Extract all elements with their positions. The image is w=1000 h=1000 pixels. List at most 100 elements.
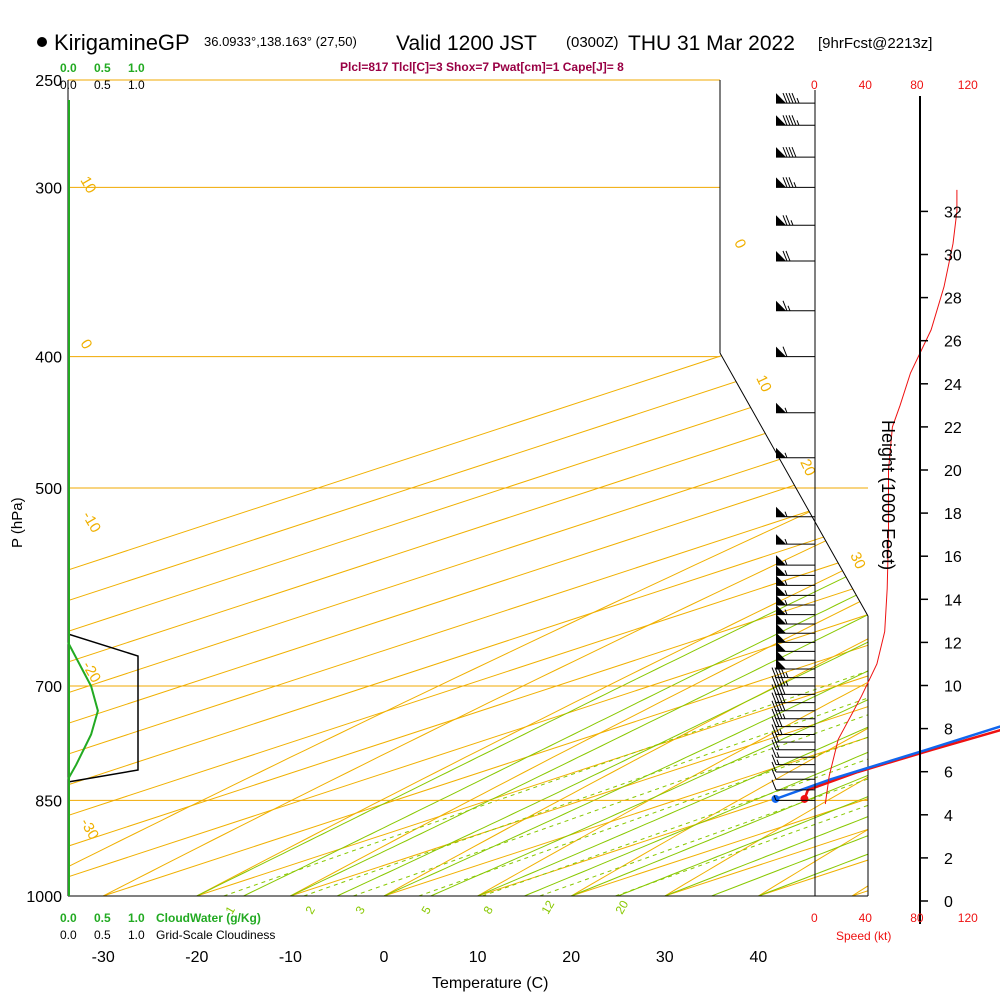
dry-adiabat-line (664, 80, 868, 896)
wind-barb (776, 506, 815, 518)
isotherm-line (68, 80, 868, 896)
wind-barb (776, 402, 815, 414)
speed-tick-bottom: 0 (811, 911, 818, 925)
wind-barb-full (791, 92, 797, 104)
isotherm-line (103, 80, 868, 896)
wind-barb-full (782, 250, 788, 262)
isotherm-line (946, 80, 1000, 896)
temperature-profile-line (803, 728, 1000, 800)
wind-barb-half (784, 580, 788, 586)
isotherm-label: 0 (77, 337, 96, 353)
height-tick-label: 0 (944, 894, 953, 911)
wind-barb (776, 534, 815, 545)
wind-speed-line (824, 189, 958, 805)
wind-barb-full (771, 700, 777, 711)
wind-barb (776, 641, 815, 652)
height-tick-label: 26 (944, 334, 962, 351)
height-tick-label: 8 (944, 722, 953, 739)
wind-barb (771, 747, 815, 758)
pressure-tick-label: 700 (35, 679, 62, 696)
moist-adiabat-line (477, 80, 868, 896)
cloudwater-scale-bottom: 0.0 0.5 1.0 (60, 911, 145, 925)
wind-barb-flag (776, 250, 786, 261)
wind-barb-half (773, 795, 777, 801)
svg-text:1.0: 1.0 (128, 911, 145, 925)
height-tick-label: 28 (944, 291, 962, 308)
cloudwater-legend-label: CloudWater (g/Kg) (156, 911, 261, 925)
svg-text:1.0: 1.0 (128, 61, 145, 75)
wind-barb-full (771, 769, 777, 780)
moist-adiabat-line (383, 80, 868, 896)
mixing-ratio-line (615, 356, 868, 896)
wind-barb-full (785, 92, 791, 104)
valid-time: Valid 1200 JST (396, 32, 537, 55)
wind-barb (776, 632, 815, 643)
wind-barb-flag (776, 534, 786, 545)
wind-barb-flag (776, 575, 786, 586)
wind-barb-flag (776, 604, 786, 615)
wind-barb (776, 346, 815, 358)
surface-temperature-dot (800, 794, 809, 803)
height-tick-label: 14 (944, 592, 962, 609)
sounding-profiles (67, 100, 1000, 896)
mixing-ratio-label: 20 (612, 898, 631, 917)
wind-barb (776, 215, 815, 226)
mixing-ratio-line (418, 356, 868, 896)
temperature-tick-label: -30 (92, 949, 115, 966)
speed-axis-label: Speed (kt) (836, 929, 891, 943)
wind-barb (776, 623, 815, 634)
moist-adiabat-line (524, 80, 868, 896)
isotherm-line (851, 80, 868, 896)
wind-barb-full (771, 716, 777, 727)
isotherm-line (68, 80, 868, 896)
stability-indices: Plcl=817 Tlcl[C]=3 Shox=7 Pwat[cm]=1 Cap… (340, 60, 624, 74)
dry-adiabat-line (946, 80, 1000, 896)
wind-barb-full (771, 754, 777, 765)
wind-barb (776, 177, 815, 188)
wind-barb-flag (776, 447, 786, 458)
wind-barb-half (787, 305, 791, 311)
wind-barb (776, 92, 815, 104)
isotherm-label: 30 (846, 550, 868, 572)
isotherm-line (196, 80, 868, 896)
wind-barb-full (788, 115, 794, 126)
dry-adiabat-line (477, 80, 868, 896)
wind-barb (771, 754, 815, 766)
wind-barb-flag (776, 506, 786, 517)
wind-barb-half (785, 680, 789, 687)
moist-adiabat-line (336, 80, 868, 896)
wind-barb-full (774, 667, 780, 678)
cloudwater-profile-line (67, 641, 99, 780)
wind-barb-full (771, 779, 777, 791)
wind-barb-flag (776, 147, 786, 158)
wind-barb-full (771, 692, 777, 703)
wind-barb-flag (776, 177, 786, 188)
dry-adiabat-line (102, 80, 868, 896)
wind-barb-half (776, 759, 780, 765)
cloudwater-scale-top: 0.0 0.5 1.0 (60, 61, 145, 75)
forecast-date: THU 31 Mar 2022 (628, 32, 795, 55)
pressure-tick-label: 250 (35, 73, 62, 90)
isotherm-label: 20 (796, 457, 818, 479)
height-tick-label: 32 (944, 204, 962, 221)
temperature-tick-label: -20 (185, 949, 208, 966)
height-tick-label: 4 (944, 808, 953, 825)
mixing-ratio-line (303, 356, 868, 896)
isotherm-line (68, 80, 868, 896)
height-tick-label: 24 (944, 377, 962, 394)
wind-barb-half (779, 729, 783, 735)
wind-barb-flag (776, 585, 786, 596)
wind-barb-full (788, 92, 794, 104)
isotherm-line (68, 80, 868, 896)
wind-barb-full (771, 739, 777, 750)
svg-text:1.0: 1.0 (128, 928, 145, 942)
height-tick-label: 16 (944, 549, 962, 566)
wind-barb-full (785, 115, 791, 126)
mixing-ratio-line (223, 356, 868, 896)
wind-barb-full (771, 667, 777, 678)
pressure-axis-label: P (hPa) (9, 497, 26, 548)
moist-adiabat-line (664, 80, 868, 896)
